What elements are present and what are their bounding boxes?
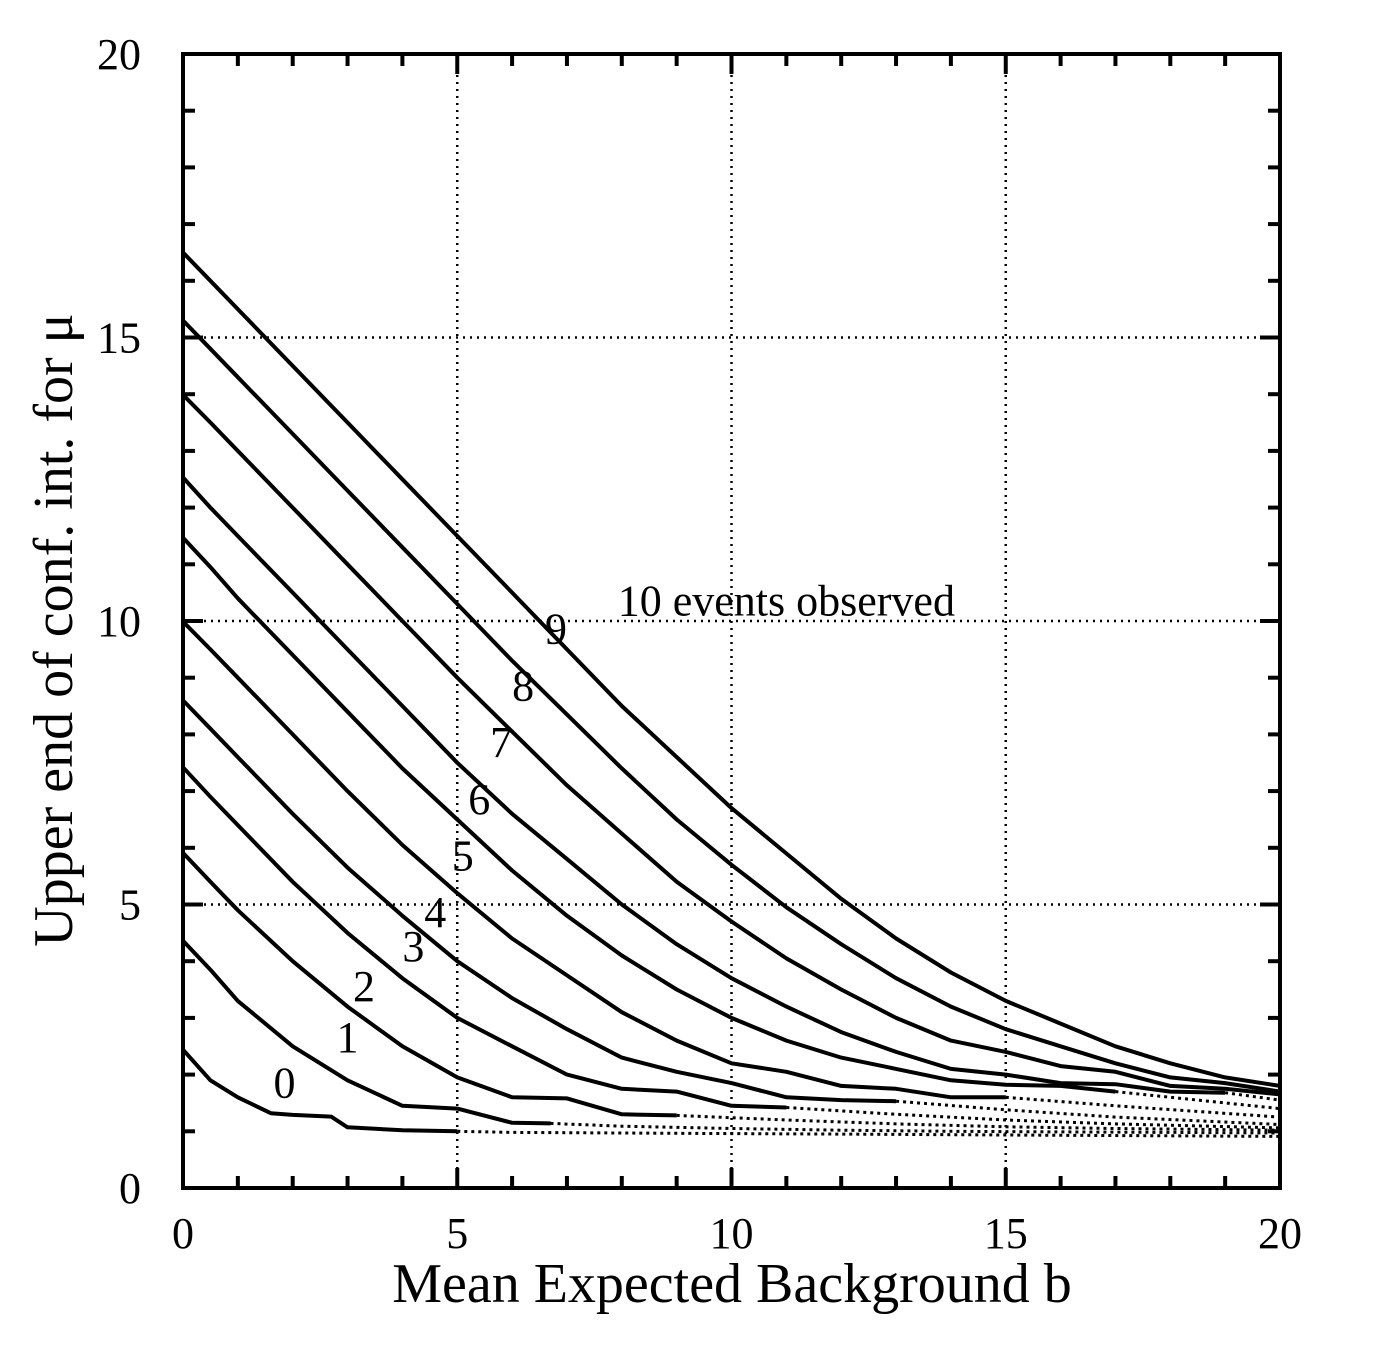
curve-4-dotted <box>895 1099 1281 1126</box>
curve-0-solid <box>181 1048 458 1134</box>
curve-1-dotted <box>550 1121 1281 1135</box>
curve-label-3: 3 <box>402 922 424 971</box>
curve-6-solid <box>181 536 1116 1094</box>
curve-2-solid <box>181 851 677 1118</box>
curve-label-4: 4 <box>424 888 446 937</box>
x-axis-title: Mean Expected Background b <box>392 1253 1072 1315</box>
x-tick-label: 5 <box>446 1209 468 1258</box>
y-tick-label: 15 <box>97 314 141 363</box>
curve-label-7: 7 <box>490 718 512 767</box>
x-tick-label: 10 <box>710 1209 754 1258</box>
y-axis-title: Upper end of conf. int. for μ <box>23 313 85 946</box>
curve-3-dotted <box>786 1106 1281 1130</box>
y-tick-label: 20 <box>97 30 141 79</box>
curve-label-1: 1 <box>337 1013 359 1062</box>
curve-label-6: 6 <box>468 775 490 824</box>
curve-1-solid <box>181 939 551 1126</box>
curve-label-10: 10 events observed <box>618 576 955 625</box>
x-tick-label: 15 <box>984 1209 1028 1258</box>
curve-3-solid <box>181 765 787 1110</box>
curves <box>181 251 1281 1138</box>
curve-7-dotted <box>1224 1091 1281 1102</box>
curve-8-solid <box>181 393 1281 1097</box>
x-tick-label: 0 <box>172 1209 194 1258</box>
curve-label-9: 9 <box>545 605 567 654</box>
grid <box>183 54 1280 1188</box>
y-tick-label: 0 <box>119 1164 141 1213</box>
y-tick-label: 5 <box>119 881 141 930</box>
curve-label-8: 8 <box>512 661 534 710</box>
x-tick-label: 20 <box>1258 1209 1302 1258</box>
curve-label-0: 0 <box>273 1058 295 1107</box>
curve-5-solid <box>181 620 1006 1100</box>
curve-label-5: 5 <box>452 831 474 880</box>
curve-5-dotted <box>1005 1095 1281 1119</box>
curve-2-dotted <box>676 1113 1281 1132</box>
y-tick-label: 10 <box>97 597 141 646</box>
curve-10-solid <box>181 251 1281 1088</box>
ticks <box>181 52 1282 1190</box>
curve-label-2: 2 <box>353 962 375 1011</box>
curve-9-solid <box>181 319 1281 1094</box>
curve-7-solid <box>181 476 1226 1095</box>
curve-4-solid <box>181 699 897 1104</box>
curve-0-dotted <box>457 1129 1281 1138</box>
